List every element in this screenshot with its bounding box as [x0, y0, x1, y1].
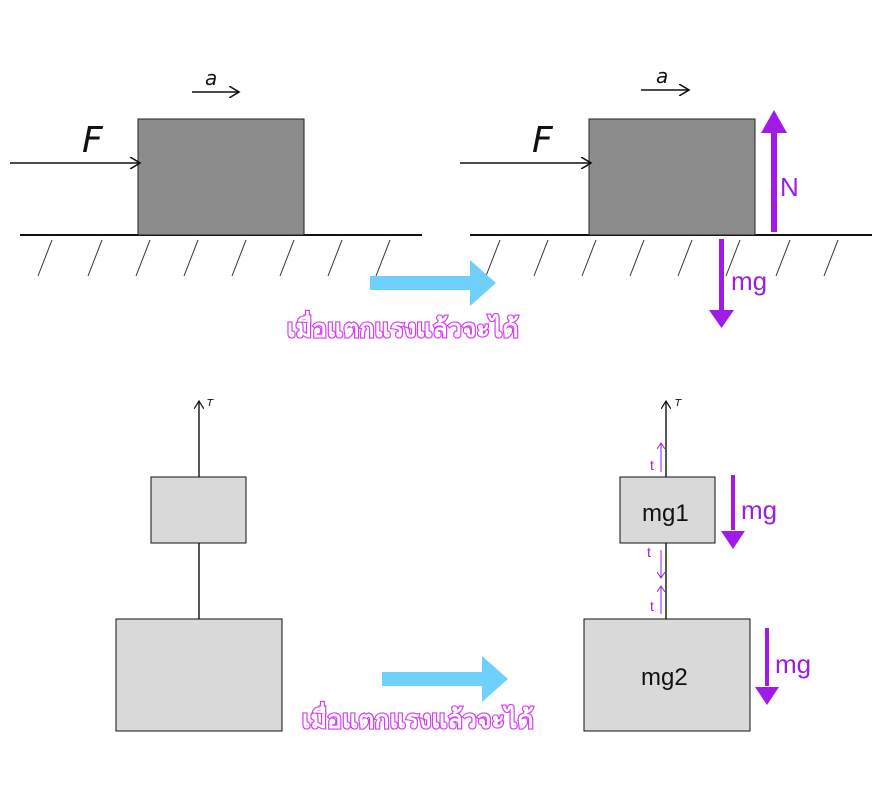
- tension-label-t3: t: [650, 598, 654, 614]
- ground-right: [470, 234, 872, 277]
- tension-label-left: T: [207, 398, 214, 409]
- transition-arrow-top: [370, 260, 496, 306]
- weight-arrow-top: [709, 239, 734, 328]
- heavy-block-left: [137, 118, 305, 236]
- normal-force-label: N: [780, 172, 799, 202]
- tension-label-right: T: [675, 398, 682, 409]
- heavy-block-right: [588, 118, 756, 236]
- small-block-right: [619, 476, 716, 544]
- transition-caption-top: เมื่อแตกแรงแล้วจะได้: [287, 311, 519, 343]
- weight-label-mass1: mg: [741, 495, 777, 525]
- tension-label-t1: t: [650, 457, 654, 473]
- mass2-label: mg2: [641, 664, 688, 691]
- acceleration-label-left: a: [205, 66, 217, 90]
- ground-left: [20, 234, 422, 277]
- weight-label-top: mg: [731, 266, 767, 296]
- transition-arrow-bottom: [382, 656, 508, 702]
- large-block-right: [583, 618, 751, 732]
- tension-label-t2: t: [647, 544, 651, 560]
- force-label-right: F: [532, 120, 554, 161]
- large-block-left: [115, 618, 283, 732]
- normal-force-arrow: [761, 110, 787, 232]
- small-block-left: [150, 476, 247, 544]
- weight-arrow-mass2: [755, 628, 779, 705]
- weight-arrow-mass1: [721, 475, 745, 549]
- acceleration-label-right: a: [656, 64, 668, 88]
- mass1-label: mg1: [642, 500, 689, 527]
- transition-caption-bottom: เมื่อแตกแรงแล้วจะได้: [302, 702, 534, 734]
- weight-label-mass2: mg: [775, 649, 811, 679]
- force-label-left: F: [82, 120, 104, 161]
